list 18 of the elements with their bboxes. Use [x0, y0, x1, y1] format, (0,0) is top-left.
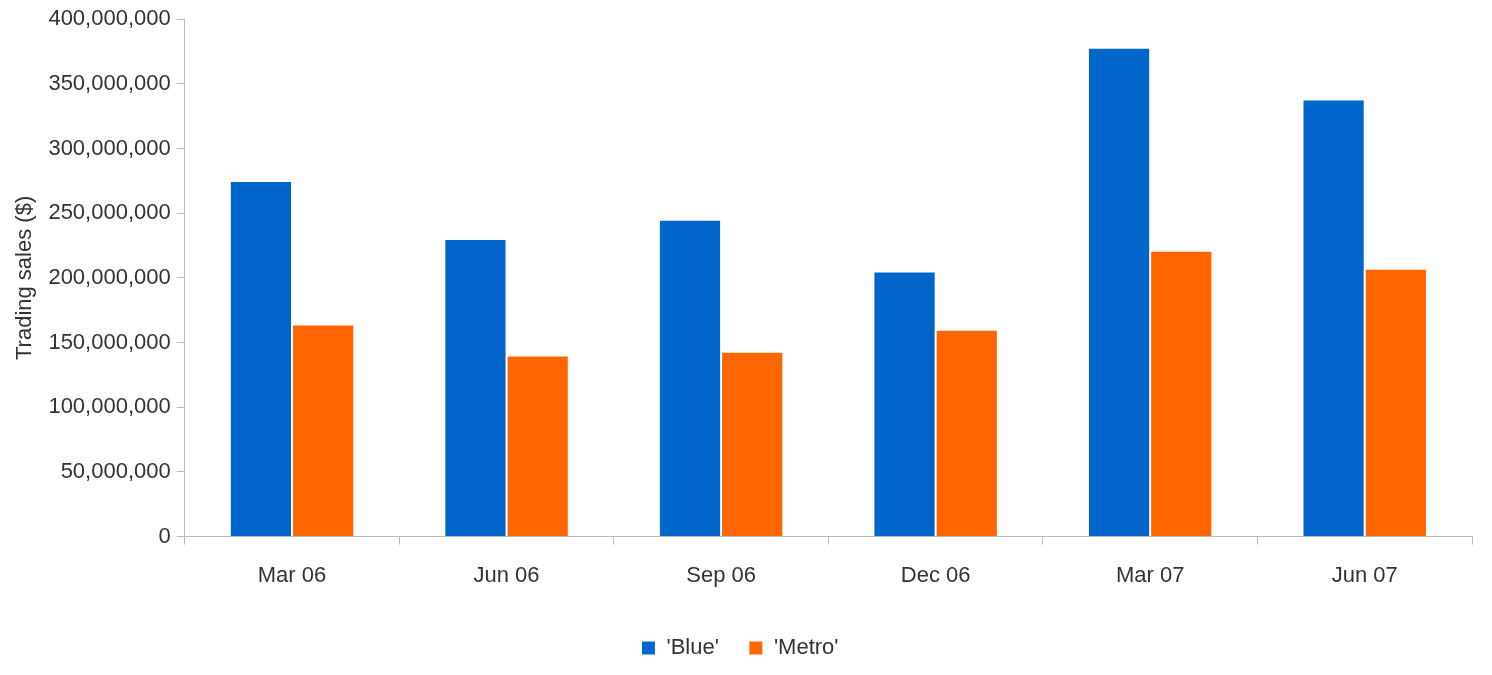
- x-tick-label: Jun 07: [1331, 561, 1398, 587]
- y-tick-label: 200,000,000: [48, 263, 171, 289]
- y-tick-label: 400,000,000: [48, 5, 171, 31]
- x-tick-label: Jun 06: [473, 561, 540, 587]
- x-tick-label: Mar 06: [257, 561, 327, 587]
- y-tick-label: 250,000,000: [48, 199, 171, 225]
- x-tick-label: Mar 07: [1115, 561, 1185, 587]
- legend-label: 'Blue': [666, 634, 719, 660]
- x-tick-label: Sep 06: [686, 561, 756, 587]
- y-tick-label: 100,000,000: [48, 393, 171, 419]
- legend-label: 'Metro': [773, 634, 839, 660]
- y-axis-title: Trading sales ($): [11, 195, 37, 361]
- y-tick-label: 50,000,000: [60, 457, 171, 483]
- x-tick-label: Dec 06: [900, 561, 971, 587]
- y-tick-label: 150,000,000: [48, 328, 171, 354]
- y-tick-label: 0: [158, 522, 171, 548]
- y-tick-label: 350,000,000: [48, 69, 171, 95]
- y-tick-label: 300,000,000: [48, 134, 171, 160]
